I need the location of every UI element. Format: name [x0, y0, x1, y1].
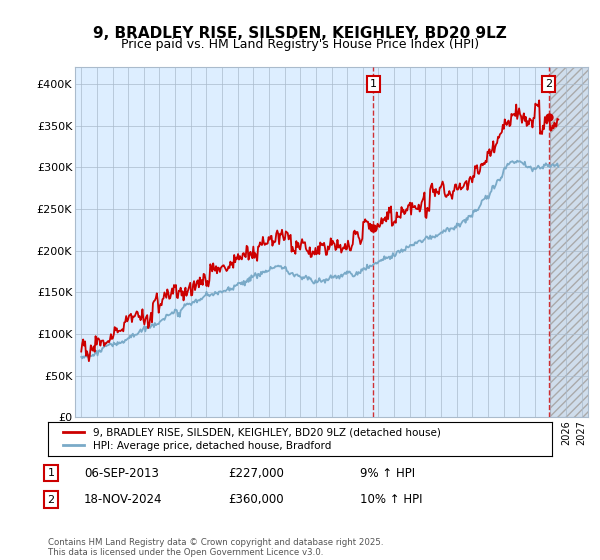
- Legend: 9, BRADLEY RISE, SILSDEN, KEIGHLEY, BD20 9LZ (detached house), HPI: Average pric: 9, BRADLEY RISE, SILSDEN, KEIGHLEY, BD20…: [58, 422, 446, 456]
- Text: 2: 2: [47, 494, 55, 505]
- Text: 1: 1: [370, 79, 377, 89]
- Text: 9, BRADLEY RISE, SILSDEN, KEIGHLEY, BD20 9LZ: 9, BRADLEY RISE, SILSDEN, KEIGHLEY, BD20…: [93, 26, 507, 41]
- Text: 2: 2: [545, 79, 552, 89]
- Bar: [550, 67, 590, 417]
- Text: 1: 1: [47, 468, 55, 478]
- Text: £360,000: £360,000: [228, 493, 284, 506]
- Text: 9% ↑ HPI: 9% ↑ HPI: [360, 466, 415, 480]
- Text: 10% ↑ HPI: 10% ↑ HPI: [360, 493, 422, 506]
- Text: Contains HM Land Registry data © Crown copyright and database right 2025.
This d: Contains HM Land Registry data © Crown c…: [48, 538, 383, 557]
- Text: 18-NOV-2024: 18-NOV-2024: [84, 493, 163, 506]
- Text: £227,000: £227,000: [228, 466, 284, 480]
- Text: Price paid vs. HM Land Registry's House Price Index (HPI): Price paid vs. HM Land Registry's House …: [121, 38, 479, 51]
- Text: 06-SEP-2013: 06-SEP-2013: [84, 466, 159, 480]
